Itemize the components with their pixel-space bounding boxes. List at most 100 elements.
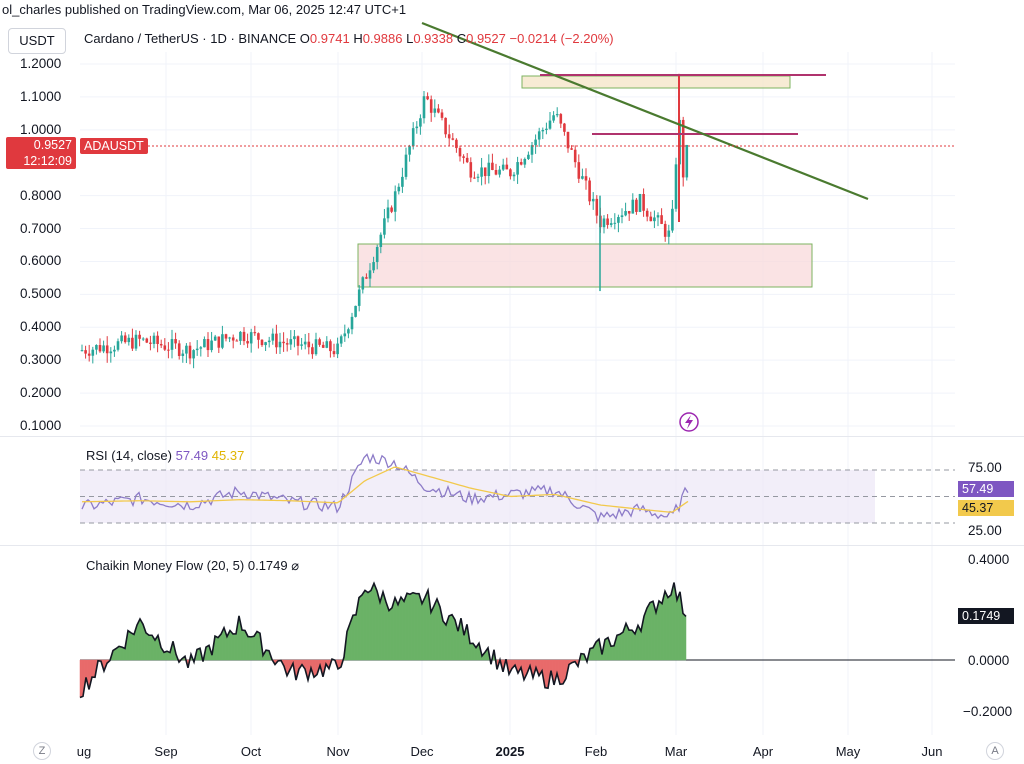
candle-body: [397, 186, 401, 192]
candle-body: [552, 115, 555, 121]
price-axis-label: 0.3000: [20, 352, 62, 368]
rsi-axis-25: 25.00: [968, 523, 1002, 538]
countdown-tag: 12:12:09: [6, 153, 76, 169]
cmf-area-segment: [352, 614, 357, 661]
time-axis-label: Apr: [752, 744, 774, 759]
candle-body: [311, 347, 314, 355]
candle-body: [264, 342, 267, 346]
auto-scale-a-button[interactable]: A: [986, 742, 1004, 760]
cmf-area-segment: [451, 613, 456, 661]
cmf-area-segment: [442, 620, 447, 661]
change-value: −0.0214 (−2.20%): [509, 31, 614, 46]
rsi-ma-line: [81, 466, 689, 513]
auto-scale-z-button[interactable]: Z: [33, 742, 51, 760]
candle-body: [285, 343, 289, 345]
candle-body: [138, 334, 141, 339]
candle-body: [606, 218, 609, 225]
candle-body: [624, 211, 627, 216]
rsi-line: [81, 453, 689, 524]
candle-body: [343, 333, 347, 337]
candle-body: [282, 341, 285, 344]
last-price-tag: 0.9527: [6, 137, 76, 153]
candle-body: [80, 350, 84, 352]
lightning-icon: [685, 415, 693, 429]
cmf-value-tag: 0.1749: [958, 608, 1014, 624]
candle-body: [408, 146, 411, 155]
candle-body: [336, 343, 339, 355]
candle-body: [487, 162, 491, 177]
candle-body: [555, 114, 559, 116]
candle-body: [548, 120, 552, 129]
candle-body: [296, 336, 300, 346]
time-axis-label: Dec: [410, 744, 434, 759]
cmf-area-segment: [610, 645, 615, 661]
candle-body: [609, 223, 613, 225]
candle-body: [354, 305, 357, 317]
cmf-axis-top: 0.4000: [968, 552, 1010, 567]
price-axis-label: 0.2000: [20, 385, 62, 401]
candle-body: [480, 167, 483, 177]
candle-body: [181, 353, 185, 357]
cmf-area-segment: [241, 629, 246, 661]
candle-body: [260, 339, 264, 346]
candle-body: [541, 130, 545, 132]
cmf-area-segment: [130, 632, 135, 661]
candle-body: [386, 207, 390, 219]
candle-body: [631, 199, 635, 214]
candle-body: [602, 218, 606, 228]
symbol-label: Cardano / TetherUS · 1D · BINANCE: [84, 31, 297, 46]
cmf-area-segment: [559, 659, 564, 685]
candle-body: [588, 180, 591, 202]
candle-body: [156, 335, 159, 344]
candle-body: [98, 345, 102, 352]
time-axis-label: Mar: [664, 744, 688, 759]
cmf-area-segment: [421, 597, 426, 661]
cmf-area-segment: [631, 629, 636, 661]
candle-body: [339, 336, 343, 344]
cmf-area-segment: [619, 631, 624, 661]
candle-body: [199, 347, 203, 349]
candle-body: [87, 353, 91, 356]
time-axis-label: May: [835, 744, 861, 759]
demand-zone: [357, 243, 813, 288]
candle-body: [638, 194, 642, 212]
candle-body: [174, 339, 177, 344]
cmf-area-segment: [397, 597, 402, 661]
candle-body: [159, 343, 163, 346]
price-axis-label: 0.8000: [20, 187, 62, 203]
candle-body: [627, 211, 631, 214]
cmf-area-segment: [646, 601, 651, 661]
candle-body: [426, 96, 429, 100]
candle-body: [206, 339, 210, 351]
candle-body: [235, 340, 239, 342]
cmf-area-segment: [370, 583, 375, 661]
cmf-area-segment: [469, 643, 474, 661]
candle-body: [210, 340, 213, 351]
candle-body: [318, 339, 321, 345]
candle-body: [293, 336, 296, 340]
publisher-caption: ol_charles published on TradingView.com,…: [2, 2, 407, 17]
candle-body: [177, 343, 181, 357]
price-axis-label: 1.1000: [20, 88, 62, 104]
candle-body: [498, 169, 501, 175]
candle-body: [671, 208, 674, 231]
symbol-tag: ADAUSDT: [80, 138, 148, 154]
cmf-area-segment: [367, 590, 372, 661]
candle-body: [300, 344, 303, 346]
pane-separator: [0, 436, 1024, 437]
candle-body: [102, 345, 105, 352]
candle-body: [152, 335, 156, 344]
currency-button[interactable]: USDT: [8, 28, 66, 54]
candle-body: [581, 176, 584, 179]
cmf-area-segment: [118, 646, 123, 661]
cmf-area-segment: [682, 612, 687, 661]
candle-body: [347, 329, 350, 334]
time-axis-label: ug: [76, 744, 92, 759]
low-value: 0.9338: [413, 31, 454, 46]
candle-body: [663, 223, 667, 237]
candle-body: [368, 270, 372, 279]
candle-body: [455, 139, 458, 149]
cmf-area-segment: [448, 614, 453, 661]
cmf-area-segment: [373, 583, 378, 661]
candle-body: [642, 194, 645, 211]
